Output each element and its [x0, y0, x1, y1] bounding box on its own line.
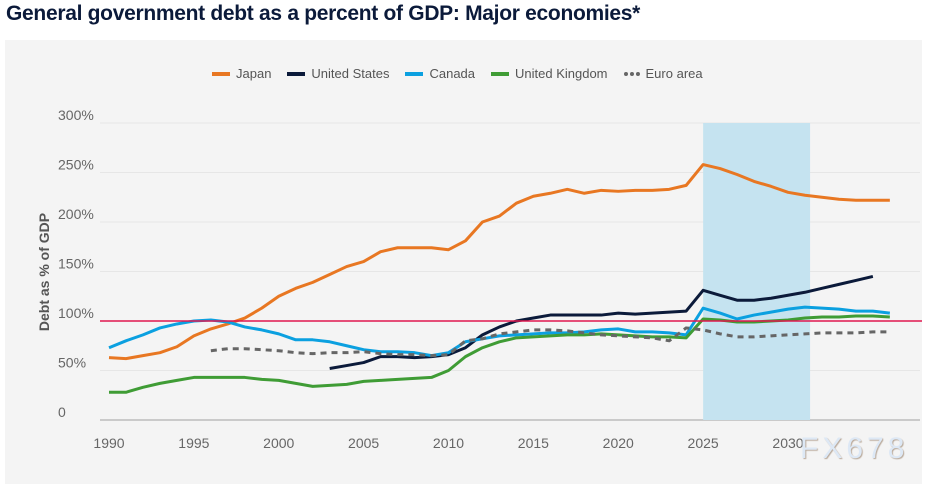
y-tick-label: 200% — [58, 206, 94, 222]
x-tick-label: 2000 — [263, 435, 294, 451]
series-line-united-states — [329, 274, 874, 370]
series-line-japan — [108, 163, 890, 361]
watermark: FX678 — [800, 432, 909, 465]
y-tick-label: 150% — [58, 256, 94, 272]
legend-item: Japan — [212, 66, 271, 81]
series-line-euro-area — [210, 326, 890, 358]
x-tick-label: 2025 — [688, 435, 719, 451]
projection-shaded-region — [703, 123, 811, 420]
x-tick-label: 2015 — [518, 435, 549, 451]
legend: Japan United States Canada United Kingdom Eu… — [212, 66, 703, 81]
y-tick-label: 300% — [58, 107, 94, 123]
series-line-canada — [108, 305, 891, 358]
legend-label: Japan — [236, 66, 272, 81]
chart-title: General government debt as a percent of … — [6, 2, 641, 25]
legend-swatch — [212, 71, 230, 76]
x-tick-label: 1990 — [93, 435, 124, 451]
legend-item: Euro area — [623, 66, 703, 81]
x-tick-label: 2005 — [348, 435, 379, 451]
y-tick-label: 0 — [58, 404, 66, 420]
x-tick-label: 2010 — [433, 435, 464, 451]
legend-label: United States — [311, 66, 390, 81]
x-tick-label: 1995 — [178, 435, 209, 451]
y-axis-label: Debt as % of GDP — [36, 213, 52, 331]
legend-label: United Kingdom — [515, 66, 608, 81]
legend-swatch — [491, 71, 510, 76]
y-tick-label: 100% — [58, 305, 94, 321]
y-tick-label: 50% — [58, 355, 86, 371]
legend-swatch — [405, 71, 424, 76]
legend-swatch — [287, 71, 306, 76]
legend-label: Canada — [429, 66, 476, 81]
legend-item: Canada — [405, 66, 475, 81]
x-tick-label: 2020 — [603, 435, 634, 451]
legend-item: United Kingdom — [491, 66, 608, 81]
legend-item: United States — [287, 66, 389, 81]
y-tick-label: 250% — [58, 157, 94, 173]
legend-label: Euro area — [645, 66, 703, 81]
legend-swatch — [623, 71, 640, 76]
x-tick-label: 2030 — [772, 435, 803, 451]
